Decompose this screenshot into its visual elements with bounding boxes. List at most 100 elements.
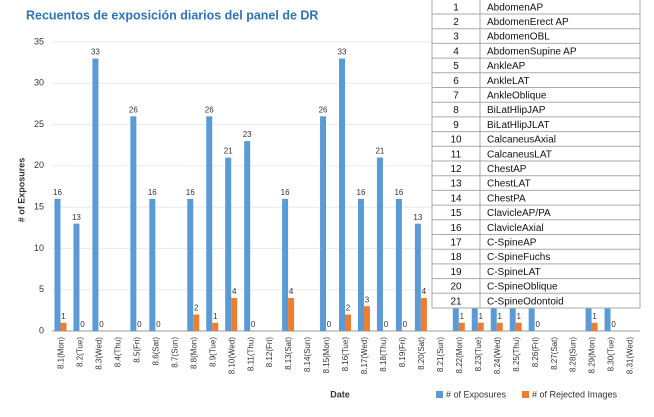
table-cell: 19 [450, 267, 462, 278]
bar [591, 322, 598, 331]
table-cell: 17 [450, 237, 462, 248]
bar [395, 198, 402, 331]
data-label: 1 [479, 312, 484, 321]
y-tick-label: 35 [34, 36, 44, 46]
data-label: 23 [243, 130, 252, 139]
table-cell: 3 [453, 32, 459, 43]
table-cell: 16 [450, 223, 462, 234]
table-cell: C-SpineOdontoid [487, 296, 564, 307]
bar [54, 198, 61, 331]
y-axis-label: # of Exposures [16, 158, 26, 223]
table-cell: CalcaneusLAT [487, 149, 552, 160]
x-tick-label: 8.9(Tue) [208, 337, 217, 367]
y-tick-label: 30 [34, 78, 44, 88]
lookup-table: 1 AbdomenAP 2 AbdomenErect AP 3 AbdomenOBL 4 Ab… [431, 0, 641, 309]
data-label: 0 [403, 320, 408, 329]
table-cell: C-SpineLAT [487, 267, 541, 278]
data-label: 2 [346, 304, 351, 313]
x-axis-label: Date [330, 389, 350, 399]
bar [477, 322, 484, 331]
data-label: 0 [99, 320, 104, 329]
bar [345, 314, 351, 331]
table-cell: AnkleOblique [487, 90, 547, 101]
table-cell: 5 [453, 61, 459, 72]
x-tick-label: 8.10(Wed) [227, 337, 236, 375]
bar [130, 116, 137, 331]
table-cell: CalcaneusAxial [487, 135, 556, 146]
bar [357, 198, 364, 331]
table-background [431, 0, 641, 309]
x-tick-label: 8.13(Sat) [284, 337, 293, 370]
bar [231, 297, 238, 331]
bar [339, 58, 345, 332]
bar [225, 157, 232, 331]
y-tick-label: 20 [34, 160, 44, 170]
x-tick-label: 8.4(Thu) [113, 337, 122, 368]
y-tick-label: 5 [39, 284, 44, 294]
x-tick-label: 8.24(Wed) [493, 337, 502, 375]
table-cell: AbdomenOBL [487, 32, 550, 43]
data-label: 16 [53, 188, 62, 197]
x-tick-label: 8.5(Fri) [132, 337, 141, 363]
data-label: 33 [338, 48, 347, 57]
x-tick-label: 8.6(Sat) [151, 337, 160, 366]
bar [244, 141, 251, 331]
data-label: 26 [205, 105, 214, 114]
y-tick-label: 10 [34, 243, 44, 253]
x-tick-label: 8.12(Fri) [265, 337, 274, 368]
chart-title: Recuentos de exposición diarios del pane… [26, 8, 318, 22]
table-cell: C-SpineFuchs [487, 252, 550, 263]
table-cell: AnkleLAT [487, 76, 530, 87]
y-tick-label: 15 [34, 202, 44, 212]
bar [149, 198, 156, 331]
data-label: 0 [535, 320, 540, 329]
x-tick-label: 8.1(Mon) [57, 337, 66, 369]
y-tick-label: 25 [34, 119, 44, 129]
data-label: 1 [498, 312, 503, 321]
data-label: 1 [213, 312, 218, 321]
x-tick-label: 8.20(Sat) [417, 337, 426, 370]
data-label: 26 [319, 105, 328, 114]
x-tick-label: 8.28(Sun) [569, 337, 578, 372]
data-label: 1 [61, 312, 66, 321]
data-label: 16 [148, 188, 157, 197]
data-label: 0 [251, 320, 256, 329]
data-label: 1 [516, 312, 521, 321]
bar [206, 116, 213, 331]
x-tick-label: 8.8(Mon) [189, 337, 198, 369]
data-label: 0 [384, 320, 389, 329]
x-tick-label: 8.7(Sun) [170, 337, 179, 368]
legend-label: # of Exposures [446, 389, 507, 399]
bar [496, 322, 503, 331]
data-label: 2 [194, 304, 199, 313]
data-label: 16 [281, 188, 290, 197]
data-label: 13 [413, 213, 422, 222]
table-cell: AbdomenErect AP [487, 17, 569, 28]
table-cell: 8 [453, 105, 459, 116]
data-label: 16 [186, 188, 195, 197]
legend-swatch [522, 391, 529, 398]
x-tick-label: 8.18(Thu) [379, 337, 388, 372]
table-cell: 7 [453, 90, 459, 101]
table-cell: 9 [453, 120, 459, 131]
bar [376, 157, 383, 331]
table-cell: C-SpineOblique [487, 282, 558, 293]
data-label: 1 [460, 312, 465, 321]
data-label: 0 [137, 320, 142, 329]
data-label: 16 [357, 188, 366, 197]
table-cell: AbdomenSupine AP [487, 46, 577, 57]
bar [73, 223, 80, 331]
bar [212, 322, 219, 331]
bar [363, 306, 370, 331]
bar [92, 58, 99, 332]
bar [187, 198, 194, 331]
data-label: 4 [232, 287, 237, 296]
bar [288, 297, 295, 331]
data-label: 33 [91, 48, 100, 57]
bar [414, 223, 421, 331]
x-tick-label: 8.14(Sun) [303, 337, 312, 372]
table-cell: 21 [450, 296, 462, 307]
data-label: 26 [129, 105, 138, 114]
bar [320, 116, 327, 331]
